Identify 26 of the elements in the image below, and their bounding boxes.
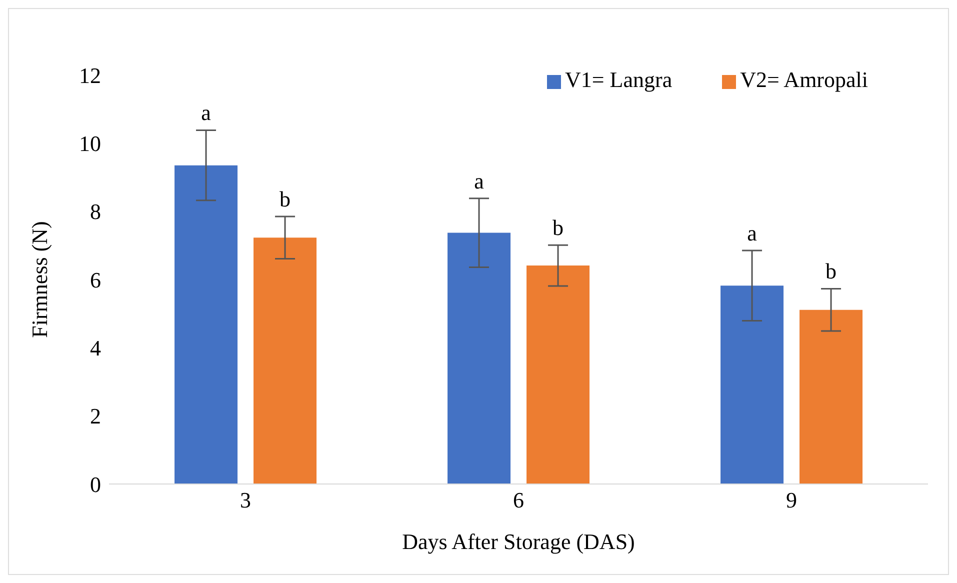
bar	[800, 310, 863, 484]
bar	[448, 232, 511, 484]
y-tick-label: 10	[79, 130, 101, 156]
bar	[174, 165, 238, 484]
bar	[526, 266, 590, 484]
x-tick-label: 9	[786, 488, 797, 513]
annotation: a	[747, 220, 758, 246]
y-tick-label: 12	[79, 62, 101, 88]
annotation: b	[552, 215, 564, 240]
annotation: b	[280, 186, 291, 212]
legend-label: V2= Amropali	[740, 67, 868, 92]
x-tick-label: 6	[513, 488, 524, 513]
annotation: b	[826, 258, 837, 284]
y-tick-label: 6	[90, 267, 101, 292]
legend-label: V1= Langra	[565, 67, 672, 92]
y-tick-label: 2	[90, 404, 101, 429]
x-tick-label: 3	[240, 488, 251, 513]
bar	[720, 286, 784, 484]
y-axis-title: Firmness (N)	[26, 221, 52, 338]
bar	[254, 238, 317, 484]
y-tick-label: 0	[90, 472, 101, 497]
y-tick-label: 4	[90, 335, 101, 360]
x-axis-title: Days After Storage (DAS)	[402, 529, 635, 554]
annotation: a	[474, 168, 484, 194]
y-tick-label: 8	[90, 199, 101, 224]
annotation: a	[201, 100, 212, 126]
